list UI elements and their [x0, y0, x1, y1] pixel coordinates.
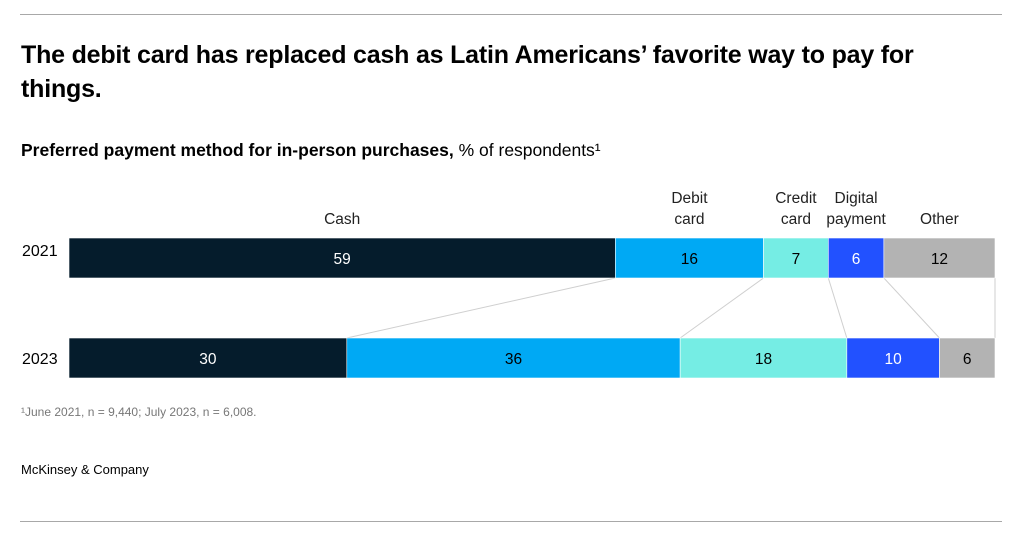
data-label: 12	[931, 251, 948, 268]
series-label-cash: Cash	[324, 211, 360, 228]
row-label-2023: 2023	[22, 351, 58, 368]
data-label: 7	[792, 251, 801, 268]
series-label-other: Other	[920, 211, 959, 228]
bar-digital-payment-2023	[846, 337, 940, 379]
data-label: 16	[681, 251, 698, 268]
bar-cash-2021	[68, 237, 616, 279]
bottom-rule	[20, 521, 1002, 522]
connector-line	[883, 277, 940, 339]
bar-debit-card-2021	[615, 237, 764, 279]
data-label: 36	[505, 351, 522, 368]
bar-debit-card-2023	[346, 337, 681, 379]
connector-line	[679, 277, 764, 339]
series-label-digital-payment: Digital payment	[826, 190, 886, 228]
subtitle-unit: % of respondents¹	[453, 140, 601, 160]
bar-other-2023	[939, 337, 996, 379]
connector-line	[346, 277, 616, 339]
footnote: ¹June 2021, n = 9,440; July 2023, n = 6,…	[21, 405, 257, 419]
bar-credit-card-2023	[679, 337, 848, 379]
series-label-credit-card: Credit card	[775, 190, 817, 228]
top-rule	[20, 14, 1002, 15]
row-label-2021: 2021	[22, 243, 58, 260]
bar-other-2021	[883, 237, 996, 279]
subtitle-bold: Preferred payment method for in-person p…	[21, 140, 454, 160]
data-label: 10	[885, 351, 903, 368]
series-label-debit-card: Debit card	[671, 190, 708, 228]
data-label: 59	[334, 251, 351, 268]
data-label: 18	[755, 351, 772, 368]
chart-subtitle: Preferred payment method for in-person p…	[21, 140, 601, 161]
brand-logo-text: McKinsey & Company	[21, 462, 149, 477]
bar-digital-payment-2021	[828, 237, 885, 279]
connector-line	[827, 277, 848, 339]
data-label: 6	[852, 251, 861, 268]
bar-cash-2023	[68, 337, 348, 379]
data-label: 6	[963, 351, 972, 368]
data-label: 30	[199, 351, 217, 368]
chart-title: The debit card has replaced cash as Lati…	[21, 41, 914, 103]
